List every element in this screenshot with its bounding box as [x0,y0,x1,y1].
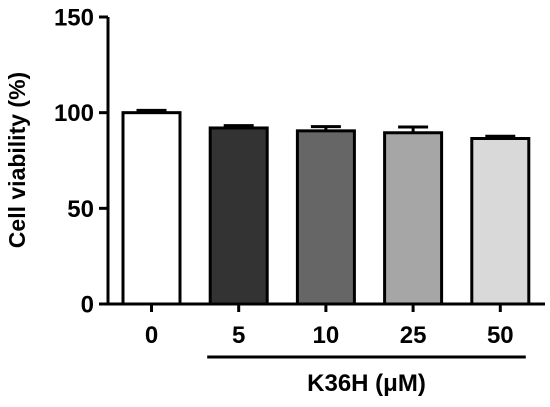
bar-25 [383,131,444,306]
error-bars [136,108,516,139]
y-tick-label: 50 [67,196,94,223]
x-tick-label-50: 50 [487,322,514,349]
bar-0 [121,111,182,306]
bars [121,111,531,306]
x-tick-label-5: 5 [232,322,245,349]
y-tick-label: 100 [54,100,94,127]
group-label: K36H (μM) [307,370,426,397]
y-axis-label: Cell viability (%) [4,72,30,248]
x-tick-label-0: 0 [145,322,158,349]
y-tick-label: 150 [54,5,94,32]
bar-50 [470,136,531,306]
y-tick-label: 0 [81,292,94,319]
x-tick-label-10: 10 [313,322,340,349]
bar-5 [208,126,269,306]
x-tick-label-25: 25 [400,322,427,349]
bar-10 [295,129,356,306]
tick-labels: 0 50 100 150 0 5 10 25 50 [54,5,514,350]
